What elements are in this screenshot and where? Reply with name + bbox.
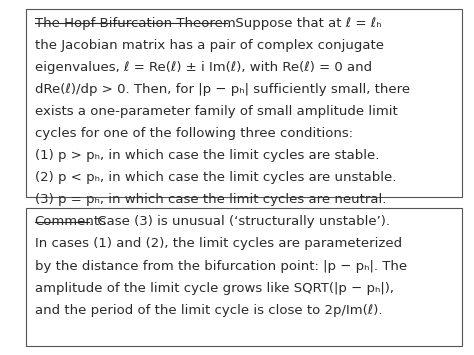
Text: . Case (3) is unusual (‘structurally unstable’).: . Case (3) is unusual (‘structurally uns…: [90, 215, 391, 229]
Text: The Hopf Bifurcation Theorem: The Hopf Bifurcation Theorem: [35, 17, 236, 30]
Text: . Suppose that at ℓ = ℓₕ: . Suppose that at ℓ = ℓₕ: [227, 17, 382, 30]
FancyBboxPatch shape: [26, 208, 462, 346]
Text: and the period of the limit cycle is close to 2p/Im(ℓ).: and the period of the limit cycle is clo…: [35, 304, 382, 317]
Text: (1) p > pₕ, in which case the limit cycles are stable.: (1) p > pₕ, in which case the limit cycl…: [35, 149, 379, 162]
Text: Comments: Comments: [35, 215, 107, 229]
FancyBboxPatch shape: [26, 9, 462, 197]
Text: (2) p < pₕ, in which case the limit cycles are unstable.: (2) p < pₕ, in which case the limit cycl…: [35, 171, 396, 184]
Text: eigenvalues, ℓ = Re(ℓ) ± i Im(ℓ), with Re(ℓ) = 0 and: eigenvalues, ℓ = Re(ℓ) ± i Im(ℓ), with R…: [35, 61, 372, 74]
Text: In cases (1) and (2), the limit cycles are parameterized: In cases (1) and (2), the limit cycles a…: [35, 237, 402, 251]
Text: exists a one-parameter family of small amplitude limit: exists a one-parameter family of small a…: [35, 105, 397, 118]
Text: the Jacobian matrix has a pair of complex conjugate: the Jacobian matrix has a pair of comple…: [35, 39, 383, 52]
Text: by the distance from the bifurcation point: |p − pₕ|. The: by the distance from the bifurcation poi…: [35, 260, 407, 273]
Text: amplitude of the limit cycle grows like SQRT(|p − pₕ|),: amplitude of the limit cycle grows like …: [35, 282, 393, 295]
Text: dRe(ℓ)/dp > 0. Then, for |p − pₕ| sufficiently small, there: dRe(ℓ)/dp > 0. Then, for |p − pₕ| suffic…: [35, 83, 410, 96]
Text: (3) p = pₕ, in which case the limit cycles are neutral.: (3) p = pₕ, in which case the limit cycl…: [35, 193, 386, 206]
Text: cycles for one of the following three conditions:: cycles for one of the following three co…: [35, 127, 353, 140]
